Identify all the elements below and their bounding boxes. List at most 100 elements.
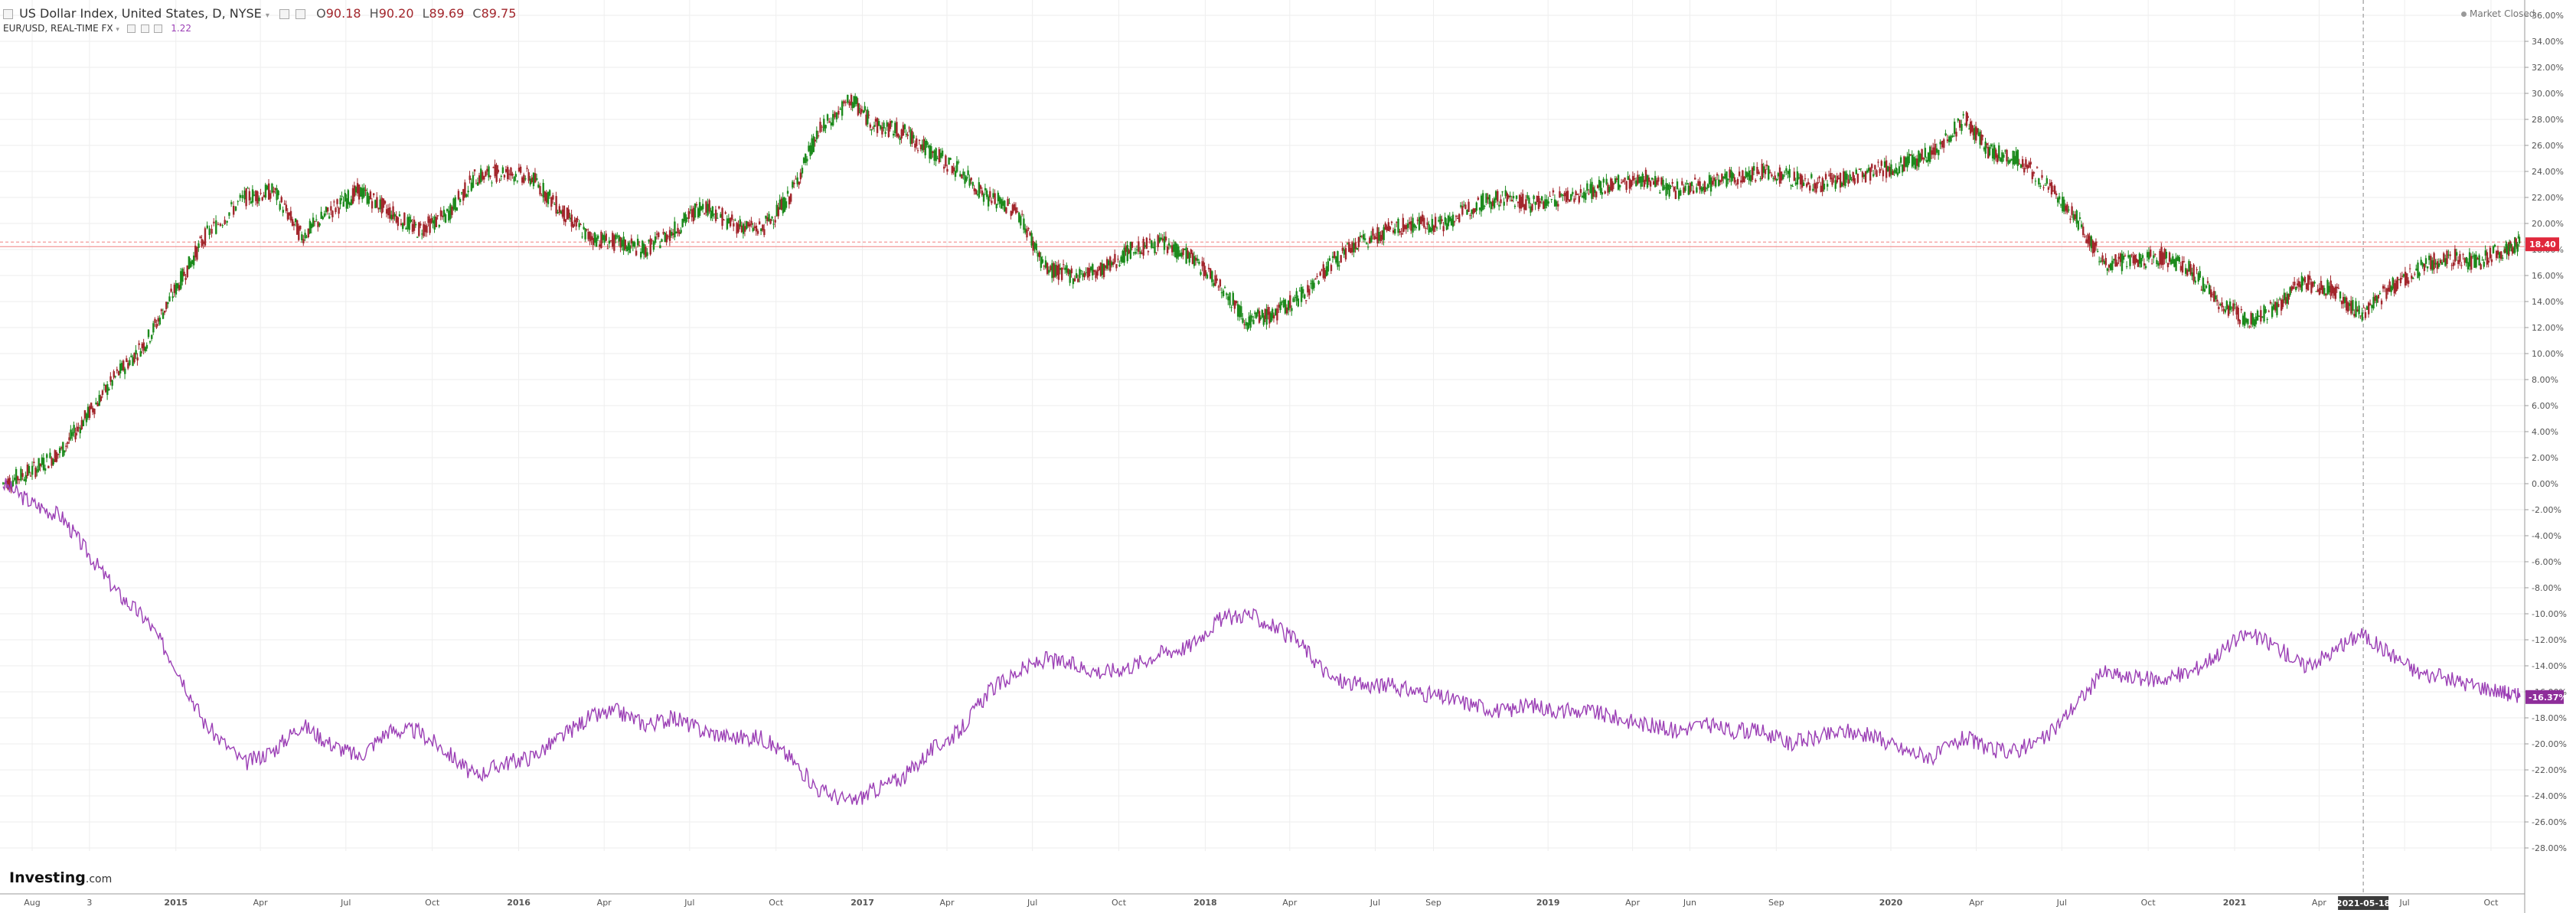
candle	[566, 207, 569, 220]
y-tick-label: -10.00%	[2532, 609, 2567, 619]
candle	[766, 217, 769, 222]
candle	[2378, 292, 2382, 295]
candle	[970, 178, 972, 181]
close-icon[interactable]	[154, 24, 163, 33]
candle	[1272, 308, 1274, 318]
candle	[2279, 298, 2281, 300]
candle	[176, 283, 179, 289]
candle	[184, 278, 187, 280]
candle	[1612, 183, 1615, 185]
settings-icon[interactable]	[140, 24, 149, 33]
eye-icon[interactable]	[126, 24, 135, 33]
candle	[861, 109, 864, 111]
candle	[113, 371, 115, 378]
candle	[147, 329, 150, 337]
candle	[2221, 302, 2223, 308]
y-tick-label: 16.00%	[2532, 271, 2564, 281]
candle	[1689, 183, 1692, 193]
candle	[2309, 276, 2311, 280]
candle	[1649, 181, 1652, 187]
x-tick-label: Oct	[769, 898, 784, 908]
candle	[360, 187, 362, 197]
candle	[1596, 185, 1599, 188]
candle	[2114, 254, 2117, 267]
candle	[2157, 262, 2160, 266]
candle	[2218, 306, 2220, 310]
candle	[2015, 151, 2017, 164]
close-icon[interactable]	[295, 9, 306, 19]
candle	[765, 215, 767, 219]
candle	[802, 158, 805, 163]
candle	[168, 296, 171, 302]
candle	[2188, 261, 2190, 272]
candle	[835, 112, 838, 119]
candle	[2127, 255, 2130, 258]
candle	[708, 200, 710, 212]
candle	[945, 155, 947, 167]
candle	[2026, 165, 2029, 169]
candle	[51, 458, 53, 466]
candle	[1595, 191, 1598, 197]
candle	[2088, 236, 2091, 246]
candle	[1079, 269, 1081, 279]
candle	[2202, 277, 2205, 292]
candle	[848, 101, 851, 106]
candle	[560, 210, 563, 214]
candle	[2450, 265, 2454, 266]
candle	[1378, 232, 1380, 241]
candle	[1893, 170, 1895, 173]
candle	[28, 465, 31, 474]
candle	[2243, 311, 2246, 326]
candle	[1227, 296, 1229, 301]
candle	[2280, 299, 2283, 311]
candle	[2454, 249, 2457, 262]
candle	[2038, 178, 2040, 185]
candle	[1843, 171, 1845, 185]
candle	[1369, 237, 1371, 244]
candle	[2104, 258, 2107, 266]
candle	[1415, 227, 1417, 229]
candle	[1101, 263, 1104, 276]
candle	[1847, 179, 1850, 184]
candle	[1236, 304, 1239, 317]
y-tick-label: -26.00%	[2532, 817, 2567, 827]
y-tick-label: 20.00%	[2532, 219, 2564, 229]
candle	[105, 384, 107, 393]
candle	[1125, 246, 1127, 253]
candle	[411, 223, 414, 232]
candle	[2176, 256, 2179, 261]
candle	[330, 206, 332, 211]
candle	[2334, 286, 2337, 299]
candle	[1020, 216, 1022, 226]
candle	[1073, 278, 1076, 282]
candle	[2165, 252, 2168, 259]
candle	[442, 210, 446, 217]
collapse-icon[interactable]	[3, 9, 13, 19]
status-dot-icon	[2461, 11, 2467, 17]
chevron-down-icon[interactable]: ▾	[265, 11, 269, 20]
candle	[517, 168, 521, 171]
chevron-down-icon[interactable]: ▾	[116, 26, 119, 34]
x-tick-label: Jun	[1683, 898, 1696, 908]
candle	[667, 236, 670, 237]
candle	[1204, 270, 1207, 276]
candle	[1429, 227, 1432, 233]
candle	[1761, 163, 1763, 179]
candle	[2405, 273, 2408, 284]
x-tick-label: Jul	[1027, 898, 1037, 908]
candle	[714, 209, 717, 221]
candle	[2367, 302, 2370, 315]
candle	[410, 219, 412, 222]
candle	[2119, 253, 2122, 262]
candle	[305, 236, 308, 238]
settings-icon[interactable]	[279, 9, 289, 19]
x-tick-label: 2016	[507, 898, 531, 908]
candle	[304, 233, 306, 239]
candle	[789, 194, 792, 202]
candle	[1441, 219, 1443, 221]
price-tag-compare-text: -16.37%	[2529, 693, 2567, 703]
candle	[2237, 307, 2239, 321]
candle	[1478, 207, 1481, 210]
candle	[2387, 287, 2389, 292]
